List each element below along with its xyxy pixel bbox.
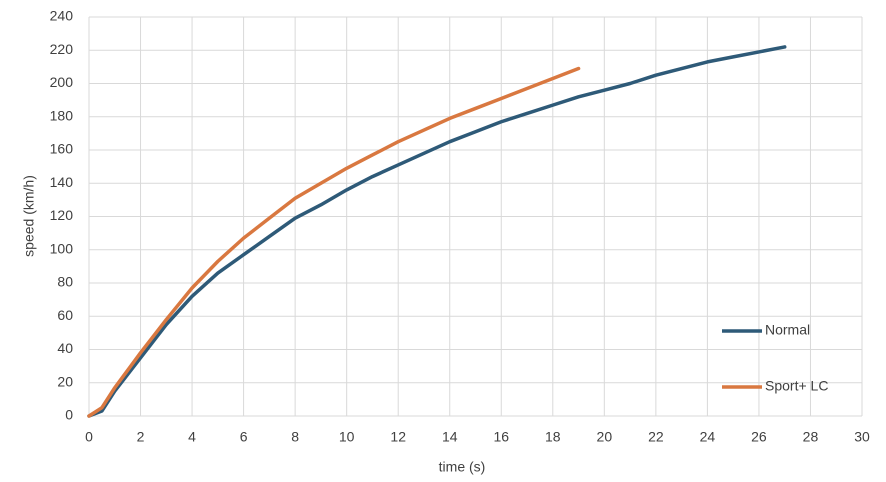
x-tick-label: 14: [442, 429, 458, 445]
x-tick-label: 2: [137, 429, 145, 445]
y-tick-label: 140: [50, 174, 74, 190]
x-tick-label: 18: [545, 429, 561, 445]
x-tick-label: 26: [751, 429, 767, 445]
y-tick-label: 240: [50, 8, 74, 24]
y-tick-label: 180: [50, 107, 74, 123]
x-tick-label: 24: [700, 429, 716, 445]
x-tick-label: 30: [854, 429, 870, 445]
x-tick-label: 12: [390, 429, 406, 445]
y-tick-label: 100: [50, 240, 74, 256]
series-line: [87, 66, 581, 418]
x-tick-label: 20: [597, 429, 613, 445]
x-tick-label: 8: [291, 429, 299, 445]
y-tick-label: 160: [50, 141, 74, 157]
y-tick-label: 220: [50, 41, 74, 57]
x-tick-label: 6: [240, 429, 248, 445]
x-tick-label: 4: [188, 429, 196, 445]
y-tick-label: 200: [50, 74, 74, 90]
y-tick-label: 80: [57, 274, 73, 290]
y-tick-label: 60: [57, 307, 73, 323]
y-tick-label: 120: [50, 207, 74, 223]
y-axis-title: speed (km/h): [21, 175, 37, 257]
x-tick-label: 0: [85, 429, 93, 445]
x-tick-label: 22: [648, 429, 664, 445]
legend-label: Sport+ LC: [765, 378, 828, 394]
x-tick-label: 16: [493, 429, 509, 445]
series-line: [87, 45, 787, 418]
y-tick-label: 40: [57, 340, 73, 356]
y-tick-label: 20: [57, 373, 73, 389]
y-tick-label: 0: [65, 407, 73, 423]
legend-label: Normal: [765, 322, 810, 338]
x-tick-label: 28: [803, 429, 819, 445]
x-axis-title: time (s): [439, 459, 486, 475]
x-tick-label: 10: [339, 429, 355, 445]
